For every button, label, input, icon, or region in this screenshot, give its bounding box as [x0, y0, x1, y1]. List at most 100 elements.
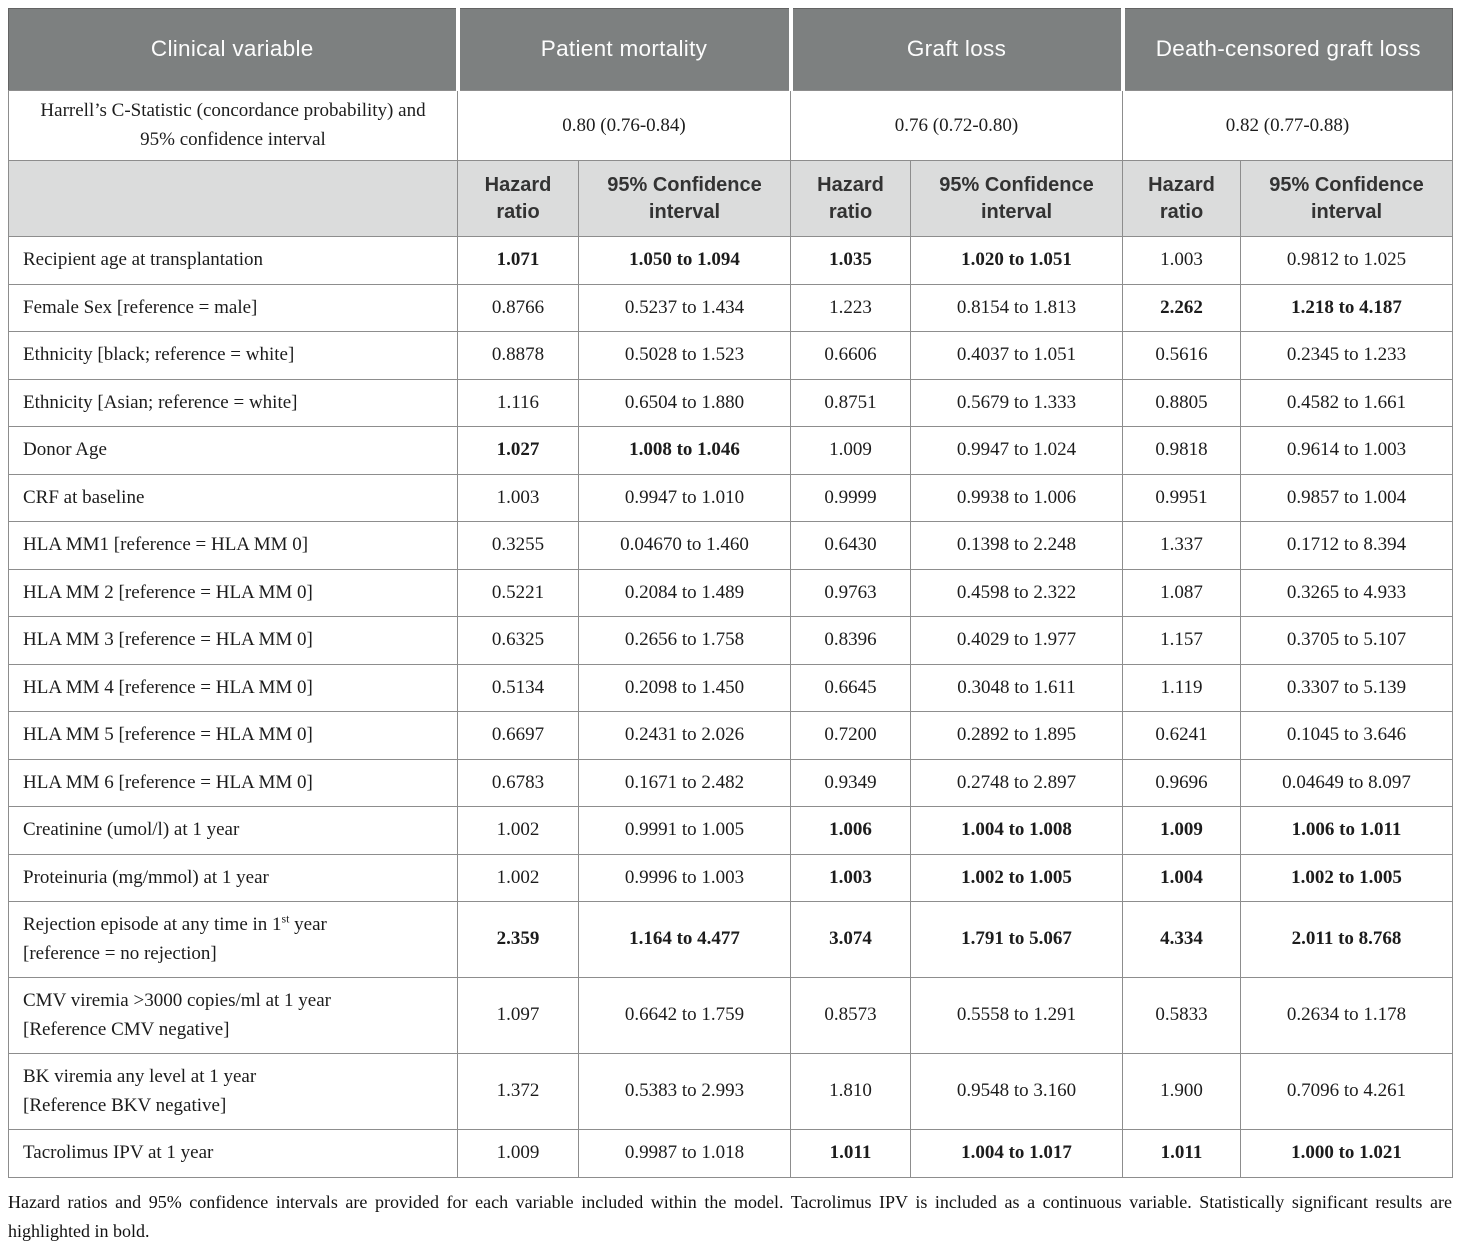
subheader-confidence-interval-gl: 95% Confidence interval: [910, 160, 1124, 237]
confidence-interval-cell: 0.9996 to 1.003: [577, 853, 792, 902]
confidence-interval-cell: 0.2892 to 1.895: [910, 711, 1124, 760]
confidence-interval-cell: 0.2431 to 2.026: [577, 711, 792, 760]
hazard-ratio-cell: 0.6430: [790, 521, 912, 570]
hazard-ratio-cell: 0.8396: [790, 616, 912, 665]
hazard-ratio-cell: 0.6606: [790, 331, 912, 380]
confidence-interval-cell: 0.2634 to 1.178: [1240, 977, 1454, 1054]
table-row: HLA MM 2 [reference = HLA MM 0] 0.5221 0.2…: [8, 568, 1454, 617]
hazard-ratio-cell: 0.9818: [1122, 426, 1242, 475]
row-label: Tacrolimus IPV at 1 year: [8, 1129, 458, 1178]
confidence-interval-cell: 0.4029 to 1.977: [910, 616, 1124, 665]
hazard-ratio-cell: 0.6697: [457, 711, 579, 760]
table-row: Donor Age 1.027 1.008 to 1.046 1.009 0.9947 …: [8, 426, 1454, 475]
hazard-ratio-cell: 0.5833: [1122, 977, 1242, 1054]
group-header-row: Clinical variable Patient mortality Graf…: [8, 8, 1453, 91]
hazard-ratio-cell: 0.5134: [457, 663, 579, 712]
confidence-interval-cell: 0.5028 to 1.523: [577, 331, 792, 380]
table-row: Tacrolimus IPV at 1 year 1.009 0.9987 to 1…: [8, 1129, 1454, 1178]
confidence-interval-cell: 0.9614 to 1.003: [1240, 426, 1454, 475]
confidence-interval-cell: 0.4037 to 1.051: [910, 331, 1124, 380]
hazard-ratio-cell: 0.9349: [790, 758, 912, 807]
subheader-row: Hazard ratio 95% Confidence interval Haz…: [8, 160, 1454, 237]
confidence-interval-cell: 1.002 to 1.005: [910, 853, 1124, 902]
hazard-ratio-cell: 3.074: [790, 901, 912, 978]
table-row: Creatinine (umol/l) at 1 year 1.002 0.9991…: [8, 806, 1454, 855]
row-label: HLA MM1 [reference = HLA MM 0]: [8, 521, 458, 570]
hazard-ratio-cell: 1.009: [1122, 806, 1242, 855]
confidence-interval-cell: 0.3265 to 4.933: [1240, 568, 1454, 617]
hazard-ratio-cell: 0.6783: [457, 758, 579, 807]
subheader-hazard-ratio-pm: Hazard ratio: [457, 160, 579, 237]
row-label: Recipient age at transplantation: [8, 236, 458, 285]
confidence-interval-cell: 0.2084 to 1.489: [577, 568, 792, 617]
hazard-ratio-cell: 1.002: [457, 806, 579, 855]
confidence-interval-cell: 0.2098 to 1.450: [577, 663, 792, 712]
confidence-interval-cell: 0.3705 to 5.107: [1240, 616, 1454, 665]
hazard-ratio-cell: 1.009: [790, 426, 912, 475]
row-label: HLA MM 5 [reference = HLA MM 0]: [8, 711, 458, 760]
confidence-interval-cell: 0.2656 to 1.758: [577, 616, 792, 665]
row-label: BK viremia any level at 1 year [Reference…: [8, 1053, 458, 1130]
confidence-interval-cell: 1.004 to 1.017: [910, 1129, 1124, 1178]
confidence-interval-cell: 1.006 to 1.011: [1240, 806, 1454, 855]
row-label: CRF at baseline: [8, 473, 458, 522]
subheader-hazard-ratio-dcgl: Hazard ratio: [1122, 160, 1242, 237]
hazard-ratio-cell: 0.6325: [457, 616, 579, 665]
hazard-ratio-cell: 1.003: [1122, 236, 1242, 285]
subheader-empty-cell: [8, 160, 458, 237]
row-label: HLA MM 6 [reference = HLA MM 0]: [8, 758, 458, 807]
table-row: Ethnicity [black; reference = white] 0.88…: [8, 331, 1454, 380]
hazard-ratio-cell: 0.8751: [790, 378, 912, 427]
confidence-interval-cell: 0.3048 to 1.611: [910, 663, 1124, 712]
hazard-ratio-cell: 1.097: [457, 977, 579, 1054]
hazard-ratio-cell: 0.9763: [790, 568, 912, 617]
confidence-interval-cell: 0.2748 to 2.897: [910, 758, 1124, 807]
c-statistic-row: Harrell’s C-Statistic (concordance proba…: [8, 90, 1454, 161]
confidence-interval-cell: 0.1712 to 8.394: [1240, 521, 1454, 570]
confidence-interval-cell: 0.1398 to 2.248: [910, 521, 1124, 570]
confidence-interval-cell: 0.1045 to 3.646: [1240, 711, 1454, 760]
hazard-ratio-cell: 1.003: [790, 853, 912, 902]
confidence-interval-cell: 0.8154 to 1.813: [910, 283, 1124, 332]
row-label: HLA MM 2 [reference = HLA MM 0]: [8, 568, 458, 617]
c-statistic-value-death-censored-graft-loss: 0.82 (0.77-0.88): [1122, 90, 1454, 161]
confidence-interval-cell: 0.9812 to 1.025: [1240, 236, 1454, 285]
hazard-ratio-cell: 0.8805: [1122, 378, 1242, 427]
confidence-interval-cell: 1.218 to 4.187: [1240, 283, 1454, 332]
hazard-ratio-cell: 1.157: [1122, 616, 1242, 665]
hazard-ratio-cell: 0.9999: [790, 473, 912, 522]
table-row: HLA MM 6 [reference = HLA MM 0] 0.6783 0.1…: [8, 758, 1454, 807]
confidence-interval-cell: 0.9548 to 3.160: [910, 1053, 1124, 1130]
confidence-interval-cell: 0.04670 to 1.460: [577, 521, 792, 570]
confidence-interval-cell: 1.004 to 1.008: [910, 806, 1124, 855]
hazard-ratio-cell: 0.5221: [457, 568, 579, 617]
confidence-interval-cell: 0.7096 to 4.261: [1240, 1053, 1454, 1130]
confidence-interval-cell: 0.9987 to 1.018: [577, 1129, 792, 1178]
hazard-ratio-cell: 1.372: [457, 1053, 579, 1130]
col-header-graft-loss: Graft loss: [788, 8, 1123, 91]
hazard-ratio-cell: 1.006: [790, 806, 912, 855]
footnote: Hazard ratios and 95% confidence interva…: [8, 1191, 1452, 1242]
confidence-interval-cell: 0.3307 to 5.139: [1240, 663, 1454, 712]
hazard-ratio-cell: 1.810: [790, 1053, 912, 1130]
hazard-ratio-cell: 2.262: [1122, 283, 1242, 332]
confidence-interval-cell: 1.000 to 1.021: [1240, 1129, 1454, 1178]
hazard-ratio-cell: 1.004: [1122, 853, 1242, 902]
hazard-ratio-cell: 0.8766: [457, 283, 579, 332]
hazard-ratio-cell: 0.8573: [790, 977, 912, 1054]
hazard-ratio-cell: 2.359: [457, 901, 579, 978]
hazard-ratio-cell: 1.035: [790, 236, 912, 285]
c-statistic-label: Harrell’s C-Statistic (concordance proba…: [8, 90, 458, 161]
confidence-interval-cell: 0.2345 to 1.233: [1240, 331, 1454, 380]
confidence-interval-cell: 2.011 to 8.768: [1240, 901, 1454, 978]
confidence-interval-cell: 1.020 to 1.051: [910, 236, 1124, 285]
row-label: HLA MM 3 [reference = HLA MM 0]: [8, 616, 458, 665]
hazard-ratio-cell: 1.011: [790, 1129, 912, 1178]
confidence-interval-cell: 0.9947 to 1.010: [577, 473, 792, 522]
hazard-ratio-cell: 0.9696: [1122, 758, 1242, 807]
table-row: Female Sex [reference = male] 0.8766 0.523…: [8, 283, 1454, 332]
row-label: Proteinuria (mg/mmol) at 1 year: [8, 853, 458, 902]
c-statistic-value-patient-mortality: 0.80 (0.76-0.84): [456, 90, 792, 161]
confidence-interval-cell: 0.9857 to 1.004: [1240, 473, 1454, 522]
hazard-ratio-cell: 0.8878: [457, 331, 579, 380]
